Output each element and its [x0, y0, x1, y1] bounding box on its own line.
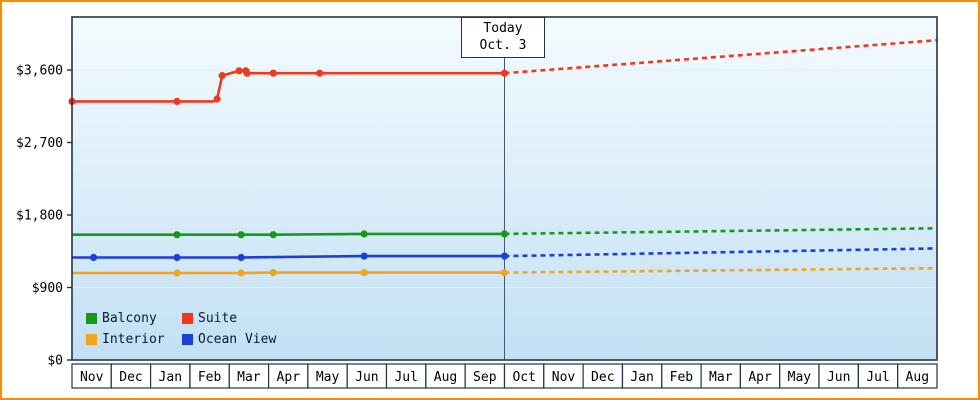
projection-line-balcony: [504, 227, 938, 236]
data-point-ocean-view: [237, 253, 245, 262]
x-axis-month-cell: [228, 363, 270, 389]
x-axis-month-label: Mar: [237, 370, 261, 385]
data-point-ocean-view: [360, 252, 368, 260]
x-axis-month-cell: [464, 363, 506, 389]
data-point-ocean-view: [500, 252, 509, 260]
x-axis-month-cell: [661, 363, 702, 389]
data-point-interior: [173, 269, 181, 277]
data-point-suite: [500, 69, 509, 77]
x-axis-month-cell: [897, 363, 938, 389]
x-axis-month-label: Nov: [80, 370, 104, 385]
data-point-interior: [237, 269, 245, 277]
legend-item-suite: Suite: [182, 311, 276, 326]
x-axis-month-cell: [582, 363, 623, 389]
x-axis-month-label: Oct: [512, 370, 535, 385]
legend-label-ocean-view: Ocean View: [198, 332, 277, 347]
data-point-balcony: [269, 231, 277, 239]
x-axis-month-label: Feb: [670, 370, 694, 385]
x-axis-month-cell: [268, 363, 309, 389]
x-axis-month-label: Dec: [119, 370, 142, 385]
projection-line-ocean-view: [504, 247, 938, 258]
balcony-swatch-icon: [86, 313, 97, 324]
series-line-balcony: [72, 232, 505, 236]
data-point-ocean-view: [90, 253, 98, 262]
x-axis-month-label: Sep: [473, 370, 497, 385]
data-point-suite: [213, 95, 221, 103]
y-axis-label: $3,600: [16, 64, 63, 79]
legend: Balcony Suite Interior Ocean View: [86, 311, 276, 347]
legend-item-balcony: Balcony: [86, 311, 182, 326]
legend-item-ocean-view: Ocean View: [182, 332, 276, 347]
data-point-suite: [243, 69, 251, 77]
y-axis-label: $0: [47, 354, 63, 369]
x-axis-month-cell: [700, 363, 741, 389]
x-axis-month-label: Jul: [394, 370, 417, 385]
x-axis-month-cell: [110, 363, 152, 389]
x-axis-month-label: Jan: [159, 370, 182, 385]
x-axis-month-label: Jan: [630, 370, 653, 385]
data-point-suite: [173, 97, 181, 105]
x-axis-month-cell: [346, 363, 388, 389]
data-point-interior: [269, 269, 277, 277]
data-point-balcony: [360, 230, 368, 238]
x-axis-month-label: Nov: [552, 370, 576, 385]
x-axis-month-label: Jun: [827, 370, 850, 385]
x-axis-month-label: Feb: [198, 370, 222, 385]
legend-label-suite: Suite: [198, 311, 238, 326]
x-axis-month-cell: [189, 363, 230, 389]
ocean-view-swatch-icon: [182, 334, 193, 345]
legend-label-balcony: Balcony: [102, 311, 157, 326]
x-axis-month-cell: [385, 363, 427, 389]
legend-item-interior: Interior: [86, 332, 182, 347]
x-axis-month-label: May: [788, 370, 812, 385]
data-point-suite: [235, 67, 243, 75]
y-axis-label: $900: [32, 281, 63, 296]
x-axis-month-label: Dec: [591, 370, 614, 385]
x-axis-month-cell: [425, 363, 466, 389]
x-axis-month-label: Jul: [866, 370, 889, 385]
data-point-interior: [360, 269, 368, 277]
data-point-suite: [269, 69, 277, 77]
series-line-ocean-view: [72, 254, 505, 259]
data-point-balcony: [237, 231, 245, 239]
today-label-line1: Today: [483, 21, 523, 36]
x-axis-month-label: Jun: [355, 370, 378, 385]
data-point-interior: [500, 269, 509, 277]
x-axis-month-label: Mar: [709, 370, 733, 385]
interior-swatch-icon: [86, 334, 97, 345]
x-axis-month-label: Apr: [748, 370, 772, 385]
projection-line-suite: [504, 38, 938, 75]
today-label: Today Oct. 3: [461, 17, 545, 58]
x-axis-month-label: May: [316, 370, 340, 385]
suite-swatch-icon: [182, 313, 193, 324]
y-axis-label: $1,800: [16, 209, 63, 224]
data-point-balcony: [500, 230, 509, 238]
today-label-line2: Oct. 3: [479, 38, 527, 53]
y-axis-label: $2,700: [16, 136, 63, 151]
data-point-suite: [316, 69, 324, 77]
data-point-balcony: [173, 231, 181, 239]
x-axis-month-cell: [150, 363, 191, 389]
data-point-ocean-view: [173, 253, 181, 262]
legend-label-interior: Interior: [102, 332, 165, 347]
x-axis-month-cell: [71, 363, 112, 389]
data-point-suite: [218, 72, 226, 80]
x-axis-month-label: Aug: [906, 370, 929, 385]
x-axis-month-label: Aug: [434, 370, 457, 385]
x-axis-month-label: Apr: [277, 370, 301, 385]
projection-line-interior: [504, 266, 938, 274]
